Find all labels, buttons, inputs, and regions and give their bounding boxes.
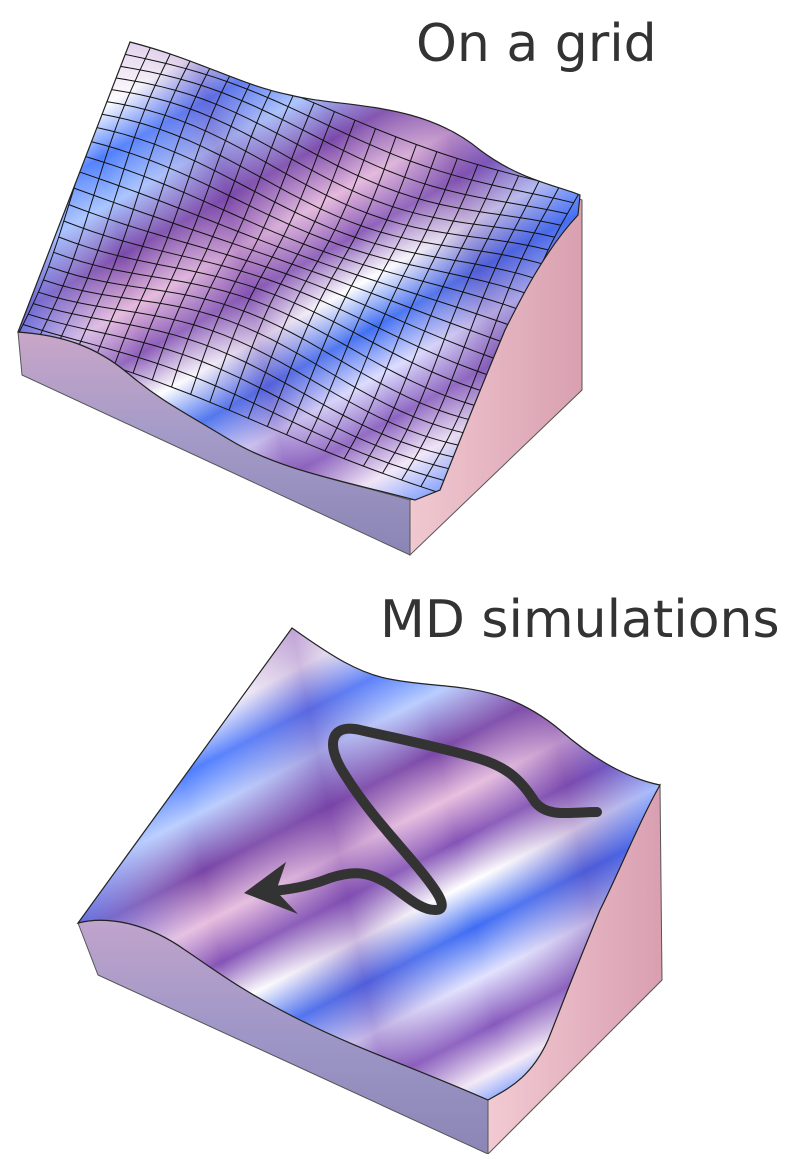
- md-trajectory-arrowhead: [244, 862, 298, 914]
- mesh-line-v: [28, 313, 453, 471]
- mesh-line-v: [89, 140, 530, 295]
- mesh-line-v: [73, 187, 511, 346]
- mesh-line-v: [99, 113, 542, 265]
- mesh-line-v: [119, 65, 568, 215]
- grid-surface-outline: [17, 41, 581, 501]
- mesh-line-v: [22, 324, 447, 482]
- mesh-line-v: [68, 204, 504, 363]
- mesh-line-v: [104, 100, 549, 251]
- mesh-line-v: [63, 220, 498, 379]
- mesh-line-v: [114, 77, 562, 226]
- grid-surface: [18, 42, 580, 500]
- mesh-line-v: [33, 303, 460, 459]
- mesh-line-v: [58, 236, 492, 394]
- grid-mesh-lines: [18, 42, 580, 494]
- mesh-line-v: [124, 53, 574, 204]
- md-trajectory-path: [257, 723, 602, 915]
- mesh-line-v: [84, 155, 523, 312]
- mesh-line-v: [48, 266, 479, 423]
- md-landscape-figure: [76, 627, 663, 1154]
- mesh-line-v: [78, 171, 517, 329]
- mesh-line-v: [53, 251, 485, 409]
- mesh-line-v: [109, 88, 555, 238]
- panel-title-on-a-grid: On a grid: [416, 14, 657, 74]
- mesh-line-v: [94, 126, 536, 279]
- md-surface-outline: [76, 627, 661, 1101]
- grid-landscape-figure: [17, 41, 583, 557]
- panel-title-md-simulations: MD simulations: [380, 590, 780, 650]
- mesh-line-v: [43, 279, 472, 436]
- mesh-line-v: [38, 291, 466, 448]
